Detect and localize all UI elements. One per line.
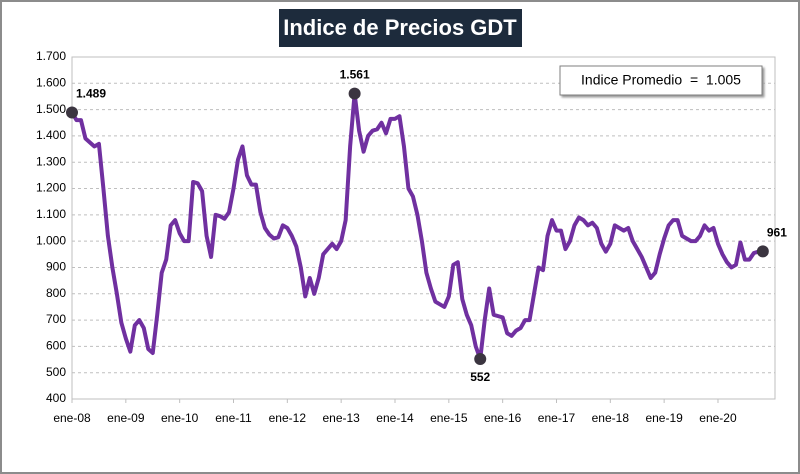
chart-title: Indice de Precios GDT: [283, 15, 517, 40]
x-tick-label: ene-09: [107, 411, 145, 425]
x-tick-label: ene-11: [215, 411, 252, 425]
y-tick-label: 1.000: [36, 233, 66, 247]
x-tick-label: ene-15: [430, 411, 468, 425]
x-tick-label: ene-20: [699, 411, 737, 425]
y-tick-label: 900: [46, 260, 66, 274]
series-line: [70, 91, 763, 362]
y-tick-label: 1.300: [36, 154, 66, 168]
x-tick-label: ene-16: [484, 411, 522, 425]
data-label: 552: [470, 370, 490, 384]
y-tick-label: 1.200: [36, 181, 66, 195]
y-tick-label: 1.400: [36, 128, 66, 142]
average-box: [559, 65, 763, 96]
y-tick-label: 600: [46, 339, 66, 353]
y-tick-label: 1.700: [36, 49, 66, 63]
x-tick-label: ene-08: [53, 411, 91, 425]
x-tick-label: ene-12: [269, 411, 307, 425]
point-marker: [66, 106, 78, 119]
x-tick-label: ene-18: [592, 411, 630, 425]
x-tick-label: ene-13: [322, 411, 360, 425]
y-tick-label: 1.600: [36, 75, 66, 89]
x-tick-label: ene-14: [376, 411, 414, 425]
y-tick-label: 500: [46, 365, 66, 379]
average-label: Indice Promedio = 1.005: [581, 72, 741, 88]
y-tick-label: 800: [46, 286, 66, 300]
y-tick-label: 1.500: [36, 102, 66, 116]
point-marker: [756, 245, 769, 258]
x-tick-label: ene-17: [538, 411, 576, 425]
title-box: [279, 9, 522, 47]
y-tick-label: 400: [46, 391, 66, 405]
x-tick-label: ene-10: [161, 411, 199, 425]
data-label: 961: [767, 226, 787, 240]
data-label: 1.489: [76, 87, 106, 101]
y-tick-label: 1.100: [36, 207, 66, 221]
x-tick-label: ene-19: [645, 411, 683, 425]
point-marker: [474, 353, 487, 366]
data-label: 1.561: [340, 68, 370, 82]
point-marker: [348, 87, 361, 100]
y-tick-label: 700: [46, 312, 66, 326]
